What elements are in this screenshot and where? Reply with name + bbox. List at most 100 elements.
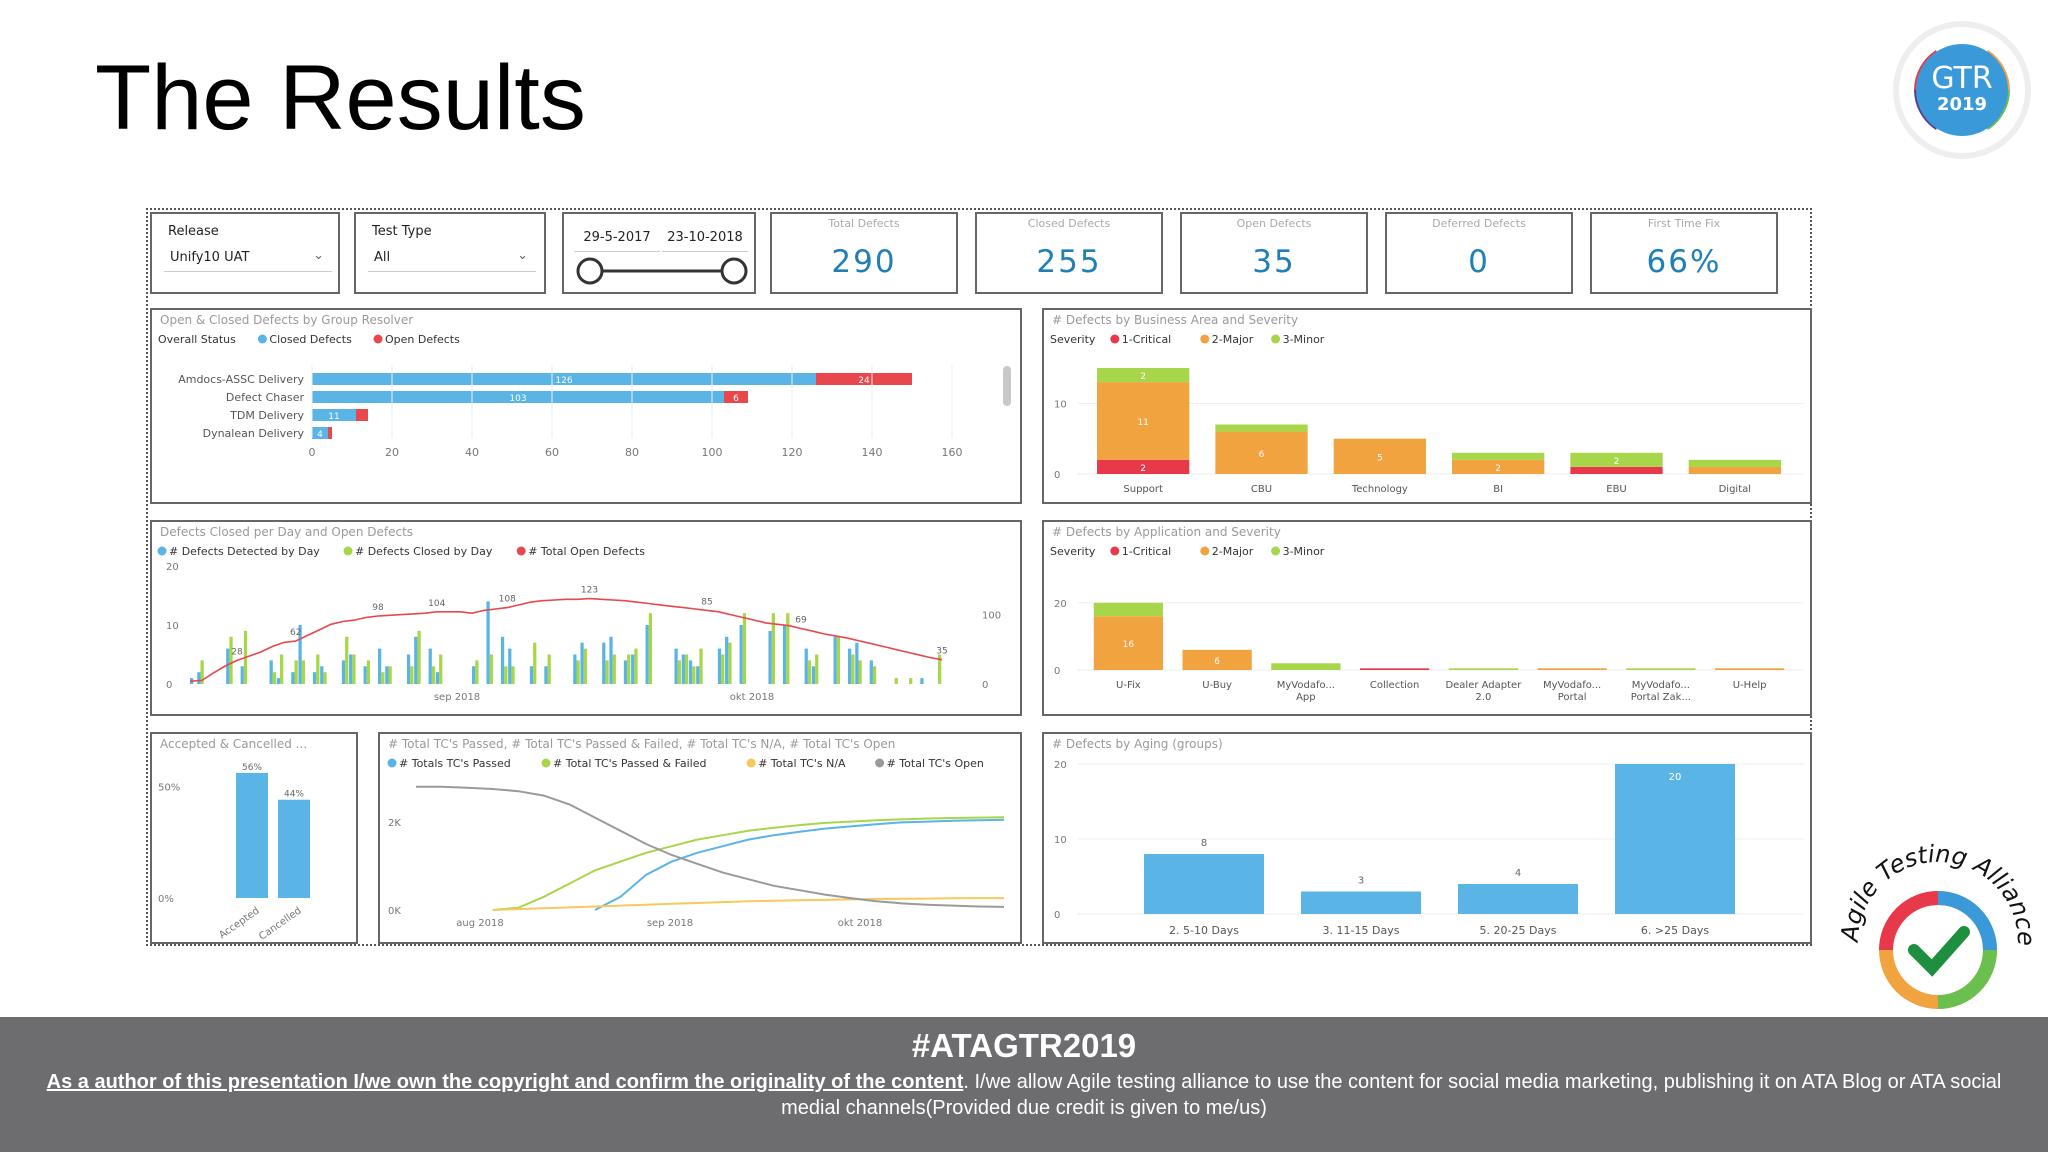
bar-detected <box>312 672 317 684</box>
date-slider[interactable] <box>574 256 750 286</box>
bar-detected <box>602 642 606 684</box>
bar-segment <box>1537 668 1607 670</box>
tick-label: 0K <box>388 906 401 917</box>
release-dropdown[interactable]: Unify10 UAT ⌄ <box>164 244 332 272</box>
data-label: 44% <box>284 790 304 800</box>
bar-closed <box>431 666 436 684</box>
bar-detected <box>486 601 490 684</box>
x-label: okt 2018 <box>838 918 882 929</box>
chevron-down-icon: ⌄ <box>313 248 324 263</box>
release-slicer: Release Unify10 UAT ⌄ <box>150 212 340 294</box>
bar-detected <box>688 660 693 684</box>
kpi-title: Open Defects <box>1236 217 1312 230</box>
slider-handle-end[interactable] <box>720 257 748 285</box>
bar-closed <box>612 654 616 684</box>
bar <box>1301 891 1421 914</box>
bar-closed <box>439 654 443 684</box>
closed-per-day-card: Defects Closed per Day and Open Defects … <box>150 520 1022 716</box>
footer-hashtag: #ATAGTR2019 <box>911 1027 1137 1064</box>
bar-segment <box>1182 649 1252 670</box>
tick-label: 50% <box>158 782 180 793</box>
bar-closed <box>771 613 775 684</box>
bar-segment <box>1271 663 1341 670</box>
series-line <box>416 785 1005 908</box>
check-icon <box>1908 926 1970 977</box>
bar-detected <box>848 648 852 684</box>
legend-marker <box>1271 546 1281 556</box>
category-label: Support <box>1123 484 1163 495</box>
card-title: Open & Closed Defects by Group Resolver <box>160 313 414 327</box>
bar-open <box>816 373 912 385</box>
tick-label: 140 <box>862 446 883 459</box>
kpi-value: 66% <box>1646 244 1722 280</box>
data-label: 2 <box>1140 372 1146 382</box>
tick-label: 20 <box>166 562 179 573</box>
kpi-deferred-defects: Deferred Defects 0 <box>1385 212 1573 294</box>
data-label: 2 <box>1140 464 1146 474</box>
bar-detected <box>349 654 353 684</box>
legend-title: Severity <box>1050 545 1096 558</box>
gtr-logo: GTR 2019 <box>1893 21 2031 159</box>
x-label: aug 2018 <box>456 918 503 929</box>
bar-closed <box>381 672 385 684</box>
category-label: 3. 11-15 Days <box>1323 924 1400 937</box>
bar-detected <box>739 625 743 684</box>
legend-item: 1-Critical <box>1122 545 1171 558</box>
card-title: # Defects by Aging (groups) <box>1052 737 1223 751</box>
bar-segment <box>1093 602 1163 617</box>
bar-closed <box>388 666 392 684</box>
category-label: Defect Chaser <box>226 391 305 404</box>
bar-detected <box>529 666 534 684</box>
legend-item: Closed Defects <box>269 333 352 346</box>
category-label: Amdocs-ASSC Delivery <box>178 373 304 386</box>
legend-marker <box>746 758 756 768</box>
bar-detected <box>226 648 230 684</box>
tick-label: 20 <box>1054 599 1067 610</box>
gtr-logo-line2: 2019 <box>1937 94 1987 115</box>
bar-segment <box>1715 668 1785 670</box>
data-label: 2 <box>1495 464 1501 474</box>
bar-closed <box>312 427 328 439</box>
bar-closed <box>312 373 816 385</box>
legend-title: Overall Status <box>158 333 236 346</box>
kpi-value: 0 <box>1468 244 1490 280</box>
date-start[interactable]: 29-5-2017 <box>574 226 660 252</box>
bar-detected <box>378 648 382 684</box>
date-end[interactable]: 23-10-2018 <box>662 226 748 252</box>
bar-detected <box>508 648 512 684</box>
bar-closed <box>938 654 942 684</box>
data-label: 4 <box>317 430 323 440</box>
category-label: Dynalean Delivery <box>203 427 305 440</box>
legend-marker <box>387 758 397 768</box>
bar-segment <box>1570 452 1663 467</box>
kpi-title: Closed Defects <box>1027 217 1111 230</box>
bar-detected <box>197 672 201 684</box>
kpi-total-defects: Total Defects 290 <box>770 212 958 294</box>
bar-closed <box>684 654 689 684</box>
bar-closed <box>200 660 204 684</box>
data-label: 2 <box>1614 457 1620 467</box>
category-label: U-Buy <box>1202 680 1232 691</box>
slider-handle-start[interactable] <box>576 257 604 285</box>
bar-detected <box>768 630 772 684</box>
category-label: Accepted <box>217 905 261 941</box>
data-label: 6 <box>733 394 739 404</box>
bar-closed <box>909 678 913 684</box>
tick-label: 60 <box>545 446 559 459</box>
bar-detected <box>544 666 548 684</box>
data-label: 24 <box>858 376 870 386</box>
bar-closed <box>533 642 537 684</box>
bar-closed <box>627 654 631 684</box>
business-area-chart: Severity 1-Critical 2-Major 3-Minor 0 10 2 11 2 S… <box>1050 333 1804 495</box>
data-label: 6 <box>1259 450 1265 460</box>
bar-closed <box>229 636 233 684</box>
bar-detected <box>833 636 837 684</box>
data-label: 6 <box>1214 657 1220 667</box>
legend-item: # Total TC's Open <box>887 757 984 770</box>
bar-detected <box>645 625 649 684</box>
test-type-dropdown[interactable]: All ⌄ <box>368 244 536 272</box>
closed-per-day-chart: # Defects Detected by Day # Defects Close… <box>157 545 1001 703</box>
category-label: 2.0 <box>1475 692 1491 703</box>
data-label: 108 <box>499 595 516 605</box>
release-label: Release <box>168 224 219 239</box>
